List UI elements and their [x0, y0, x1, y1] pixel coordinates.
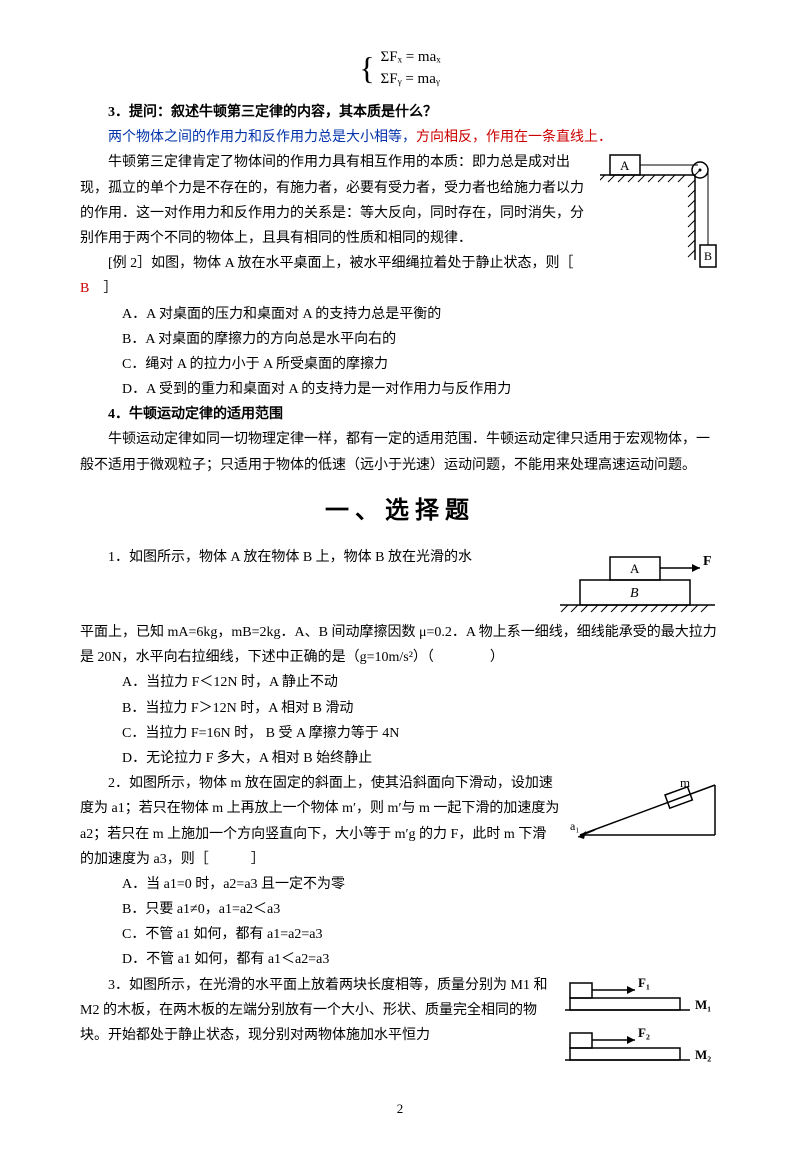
- q4-heading: 4．牛顿运动定律的适用范围: [80, 402, 720, 427]
- q3-opt-a: A．A 对桌面的压力和桌面对 A 的支持力总是平衡的: [80, 302, 720, 327]
- formula-line2: ΣFᵧ = maᵧ: [381, 71, 440, 87]
- ex2-opt-c: C．不管 a1 如何，都有 a1=a2=a3: [80, 922, 720, 947]
- q3-opt-c: C．绳对 A 的拉力小于 A 所受桌面的摩擦力: [80, 352, 720, 377]
- ex2-fig-label-m: m: [680, 775, 690, 790]
- page-number: 2: [80, 1097, 720, 1120]
- ex2-opt-a: A．当 a1=0 时，a2=a3 且一定不为零: [80, 872, 720, 897]
- ex2-opt-b: B．只要 a1≠0，a1=a2＜a3: [80, 897, 720, 922]
- q3-example-answer: B: [80, 281, 89, 296]
- ex1-figure: B A F: [560, 545, 720, 620]
- q3-fig-label-b: B: [704, 249, 712, 263]
- ex1-fig-label-b: B: [630, 586, 639, 601]
- ex1-fig-label-a: A: [630, 561, 640, 576]
- ex3-fig-f2: F₂: [638, 1025, 650, 1040]
- ex1-opt-d: D．无论拉力 F 多大，A 相对 B 始终静止: [80, 746, 720, 771]
- ex1-fig-label-f: F: [703, 554, 712, 569]
- ex2-opt-d: D．不管 a1 如何，都有 a1＜a2=a3: [80, 947, 720, 972]
- formula-line1: ΣFₓ = maₓ: [381, 49, 441, 65]
- q3-blue-answer: 两个物体之间的作用力和反作用力总是大小相等，方向相反，作用在一条直线上．: [80, 125, 720, 150]
- formula-equations: ΣFₓ = maₓ ΣFᵧ = maᵧ: [381, 46, 441, 91]
- ex1-opt-c: C．当拉力 F=16N 时， B 受 A 摩擦力等于 4N: [80, 721, 720, 746]
- ex3-figure: F₁ M₁ F₂ M₂: [560, 973, 720, 1073]
- ex1-opt-a: A．当拉力 F＜12N 时，A 静止不动: [80, 670, 720, 695]
- q4-body: 牛顿运动定律如同一切物理定律一样，都有一定的适用范围．牛顿运动定律只适用于宏观物…: [80, 427, 720, 477]
- brace-left: {: [359, 44, 374, 92]
- q3-opt-b: B．A 对桌面的摩擦力的方向总是水平向右的: [80, 327, 720, 352]
- q3-red-tail: 方向相反，作用在一条直线上．: [416, 130, 612, 145]
- q3-heading: 3．提问：叙述牛顿第三定律的内容，其本质是什么？: [80, 100, 720, 125]
- exercise-section-title: 一、选择题: [80, 490, 720, 533]
- q3-figure: A B: [600, 150, 720, 280]
- q3-blue-part1: 两个物体之间的作用力和反作用力总是大小相等，: [108, 130, 416, 145]
- ex2-fig-label-a: a₁: [570, 819, 580, 833]
- q3-fig-label-a: A: [620, 158, 630, 173]
- formula-block: { ΣFₓ = maₓ ΣFᵧ = maᵧ: [80, 44, 720, 92]
- q3-example-tail: ］: [103, 281, 117, 296]
- ex2-figure: m a₁: [570, 775, 720, 845]
- ex1-body: 平面上，已知 mA=6kg，mB=2kg．A、B 间动摩擦因数 μ=0.2．A …: [80, 620, 720, 670]
- ex3-fig-m2: M₂: [695, 1047, 711, 1062]
- ex1-opt-b: B．当拉力 F＞12N 时，A 相对 B 滑动: [80, 696, 720, 721]
- q3-example-lead: [例 2］如图，物体 A 放在水平桌面上，被水平细绳拉着处于静止状态，则［: [108, 256, 574, 271]
- ex3-fig-m1: M₁: [695, 997, 711, 1012]
- ex3-fig-f1: F₁: [638, 975, 650, 990]
- q3-opt-d: D．A 受到的重力和桌面对 A 的支持力是一对作用力与反作用力: [80, 377, 720, 402]
